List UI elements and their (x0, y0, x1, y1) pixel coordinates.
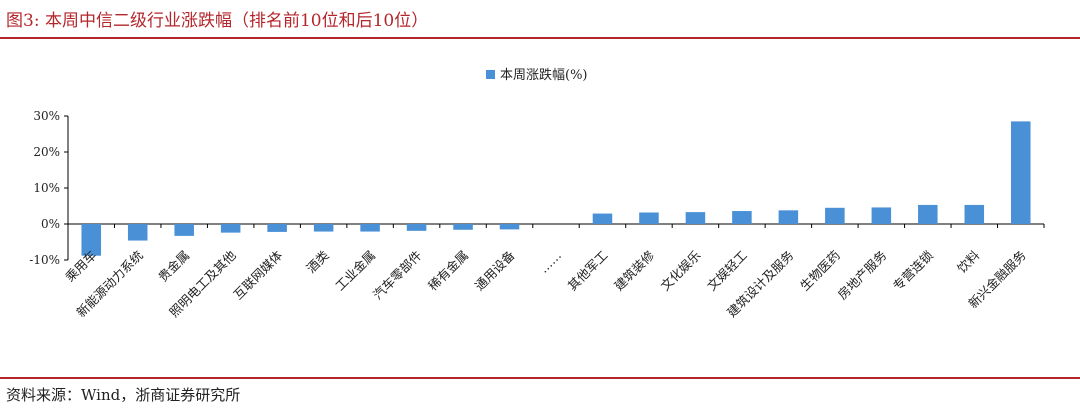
bar (592, 213, 613, 224)
x-category-label: 互联网媒体 (230, 247, 285, 302)
legend-label: 本周涨跌幅(%) (500, 67, 588, 83)
bar (685, 212, 706, 224)
bar (360, 224, 380, 232)
bar (639, 212, 659, 224)
x-category-label: 文娱轻工 (704, 248, 750, 294)
x-category-label: 贵金属 (155, 248, 192, 285)
x-category-label: 生物医药 (797, 248, 843, 294)
bar (81, 224, 101, 256)
bar (220, 224, 241, 233)
legend-swatch (486, 70, 495, 79)
y-axis: 30% 20% 10% 0% -10% (29, 109, 1045, 267)
bar (313, 224, 334, 232)
y-tick-label: 10% (33, 181, 60, 195)
bar (1011, 121, 1031, 224)
bar (778, 210, 799, 224)
bar (127, 224, 148, 241)
x-category-label: 通用设备 (472, 247, 518, 293)
x-category-label: 专营连锁 (890, 247, 936, 293)
x-category-label: …… (536, 248, 564, 276)
x-category-label: 建筑装修 (611, 247, 657, 293)
x-category-label: 工业金属 (332, 248, 378, 294)
bar (918, 204, 938, 224)
legend: 本周涨跌幅(%) (486, 67, 588, 83)
bar (267, 224, 287, 232)
x-category-label: 房地产服务 (835, 248, 890, 303)
x-category-label: 饮料 (954, 247, 983, 276)
source-note: 资料来源：Wind，浙商证券研究所 (6, 386, 241, 404)
x-category-label: 其他军工 (565, 248, 611, 294)
bars (81, 121, 1031, 256)
y-tick-label: -10% (29, 253, 60, 267)
bar (964, 204, 985, 224)
bar (174, 224, 194, 236)
chart-title: 图3: 本周中信二级行业涨跌幅（排名前10位和后10位） (6, 11, 429, 31)
bar (453, 224, 473, 230)
top-divider (0, 37, 1080, 39)
x-category-label: 稀有金属 (425, 248, 471, 294)
y-tick-label: 20% (33, 145, 60, 159)
y-tick-label: 30% (33, 109, 60, 123)
bottom-divider (0, 377, 1080, 379)
bar (732, 211, 752, 224)
bar (499, 224, 520, 230)
x-category-label: 汽车零部件 (370, 248, 425, 303)
bar (825, 207, 845, 224)
x-category-label: 酒类 (303, 247, 332, 276)
x-category-label: 文化娱乐 (658, 248, 704, 294)
bar (406, 224, 427, 231)
y-tick-label: 0% (41, 217, 60, 231)
bar (871, 207, 892, 224)
